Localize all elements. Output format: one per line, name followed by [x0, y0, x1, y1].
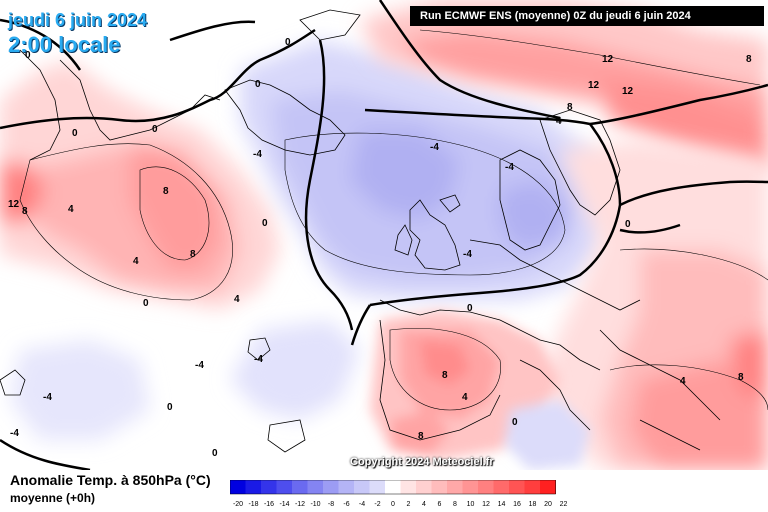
legend-tick-label: 0 — [391, 501, 395, 508]
legend-tick-label: 2 — [407, 501, 411, 508]
cold-anomaly-atlantic — [10, 40, 610, 440]
legend-color-swatch — [276, 480, 293, 494]
contour-label: 0 — [512, 417, 518, 428]
legend-color-swatch — [416, 480, 432, 494]
legend-border — [230, 480, 556, 495]
legend-color-swatch — [400, 480, 417, 494]
forecast-date: jeudi 6 juin 2024 — [8, 10, 148, 30]
contour-label: 12 — [588, 80, 600, 91]
contour-label: 12 — [8, 199, 20, 210]
legend-color-swatch — [307, 480, 324, 494]
legend-color-swatch — [245, 480, 262, 494]
contour-label: -4 — [430, 142, 439, 153]
legend-tick-label: -2 — [374, 501, 380, 508]
legend-tick-label: 14 — [498, 501, 506, 508]
legend-color-swatch — [462, 480, 479, 494]
legend-tick-label: -14 — [279, 501, 289, 508]
legend-tick-label: -4 — [359, 501, 365, 508]
contour-label: 8 — [738, 372, 744, 383]
legend-color-swatch — [369, 480, 386, 494]
contour-label: 0 — [152, 124, 158, 135]
warm-anomaly-east-europe — [540, 140, 768, 470]
color-scale-legend: -20 -18 -16 -14 -12 -10 -8 -6 -4 -2 0 2 4 6 8 10 12 14 16 1… — [230, 480, 568, 508]
contour-label: 8 — [418, 431, 424, 442]
variable-title: Anomalie Temp. à 850hPa (°C) — [10, 472, 211, 488]
legend-tick-label: -8 — [328, 501, 334, 508]
contour-label: 8 — [567, 102, 573, 113]
legend-tick-label: -16 — [264, 501, 274, 508]
contour-label: 8 — [746, 54, 752, 65]
contour-label: 8 — [190, 249, 196, 260]
legend-color-swatch — [431, 480, 448, 494]
contour-label: 4 — [680, 376, 686, 387]
contour-label: -4 — [463, 249, 472, 260]
contour-label: 4 — [462, 392, 468, 403]
contour-label: 0 — [255, 79, 261, 90]
contour-label: 4 — [133, 256, 139, 267]
legend-tick-label: 10 — [467, 501, 475, 508]
contour-label: 0 — [467, 303, 473, 314]
contour-label: 12 — [602, 54, 614, 65]
legend-tick-label: 18 — [529, 501, 537, 508]
legend-color-swatch — [447, 480, 463, 494]
contour-label: 8 — [163, 186, 169, 197]
zero-anomaly-contours — [0, 0, 768, 470]
legend-color-swatch — [323, 480, 339, 494]
run-info-banner: Run ECMWF ENS (moyenne) 0Z du jeudi 6 ju… — [410, 6, 764, 26]
legend-color-swatch — [230, 480, 246, 494]
legend-color-swatch — [540, 480, 556, 494]
legend-panel: Anomalie Temp. à 850hPa (°C) moyenne (+0… — [0, 470, 768, 512]
forecast-time: 2:00 locale — [8, 32, 121, 57]
contour-label: 4 — [68, 204, 74, 215]
legend-color-swatch — [509, 480, 525, 494]
legend-color-swatch — [385, 480, 401, 494]
legend-tick-label: 8 — [453, 501, 457, 508]
anomaly-map: 0 0 0 0 0 0 0 0 0 0 0 0 -4 -4 -4 -4 -4 -… — [0, 0, 768, 470]
legend-tick-label: 12 — [482, 501, 490, 508]
variable-subtitle: moyenne (+0h) — [10, 491, 96, 505]
contour-label: 0 — [262, 218, 268, 229]
legend-tick-label: -12 — [295, 501, 305, 508]
legend-tick-label: 4 — [422, 501, 426, 508]
contour-label: -4 — [253, 149, 262, 160]
contour-label: -4 — [505, 162, 514, 173]
contour-label: 8 — [442, 370, 448, 381]
contour-label: 4 — [234, 294, 240, 305]
cold-anomaly-mediterranean — [505, 400, 590, 470]
contour-label: 8 — [22, 206, 28, 217]
contour-label: 0 — [625, 219, 631, 230]
legend-tick-label: 6 — [438, 501, 442, 508]
legend-tick-label: -10 — [310, 501, 320, 508]
legend-color-swatch — [493, 480, 510, 494]
copyright-notice: Copyright 2024 Meteociel.fr — [350, 456, 494, 468]
contour-label: -4 — [195, 360, 204, 371]
legend-tick-label: -20 — [233, 501, 243, 508]
legend-tick-label: -6 — [343, 501, 349, 508]
coastlines — [0, 9, 721, 453]
legend-color-swatch — [292, 480, 308, 494]
legend-color-swatch — [354, 480, 370, 494]
contour-label: 0 — [212, 448, 218, 459]
legend-color-swatch — [478, 480, 494, 494]
contour-label: 0 — [25, 50, 31, 61]
contour-label: -4 — [10, 428, 19, 439]
legend-color-swatch — [524, 480, 541, 494]
contour-label: 12 — [622, 86, 634, 97]
legend-tick-label: 16 — [513, 501, 521, 508]
contour-label: -4 — [254, 354, 263, 365]
contour-label: 0 — [285, 37, 291, 48]
legend-tick-label: 20 — [544, 501, 552, 508]
legend-tick-label: 22 — [560, 501, 568, 508]
contour-label: 0 — [72, 128, 78, 139]
legend-color-swatch — [338, 480, 355, 494]
contour-label: -4 — [43, 392, 52, 403]
legend-tick-label: -18 — [248, 501, 258, 508]
contour-labels: 0 0 0 0 0 0 0 0 0 0 0 0 -4 -4 -4 -4 -4 -… — [8, 37, 752, 459]
legend-color-swatch — [261, 480, 277, 494]
contour-label: 4 — [556, 116, 562, 127]
contour-label: 0 — [143, 298, 149, 309]
contour-label: 0 — [167, 402, 173, 413]
anomaly-contours — [19, 29, 768, 411]
